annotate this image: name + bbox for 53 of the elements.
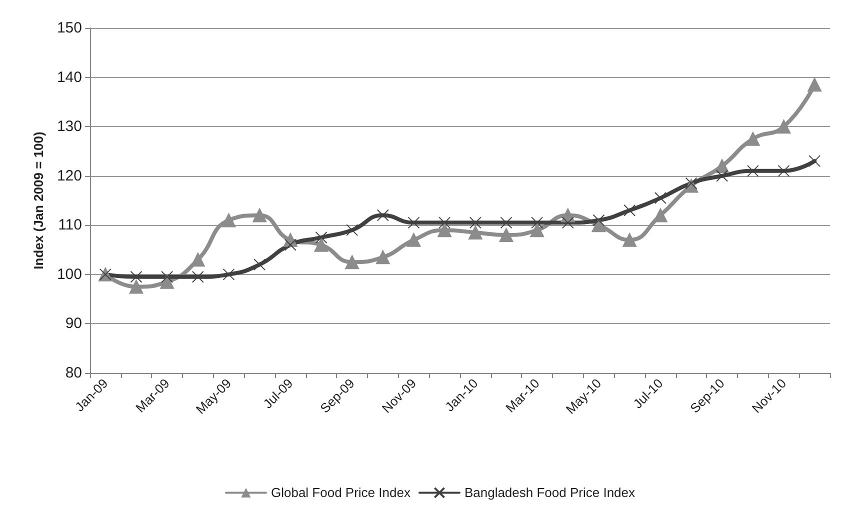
y-tick-label: 110 — [58, 216, 82, 234]
point — [468, 226, 482, 240]
point — [376, 209, 389, 222]
point — [254, 258, 266, 271]
point — [624, 204, 636, 216]
y-tick-label: 80 — [65, 364, 82, 382]
legend-label: Global Food Price Index — [270, 485, 411, 500]
point — [776, 120, 791, 134]
point — [284, 238, 296, 251]
point — [622, 232, 637, 247]
point — [562, 216, 574, 229]
point — [715, 159, 730, 173]
y-tick-label: 120 — [56, 167, 82, 184]
point — [346, 224, 358, 236]
point — [408, 216, 420, 229]
point — [592, 214, 605, 226]
y-tick-label: 140 — [56, 68, 82, 86]
point — [252, 208, 267, 222]
legend-label: Bangladesh Food Price Index — [464, 485, 636, 500]
point — [438, 223, 452, 238]
point — [160, 274, 174, 289]
point — [530, 223, 544, 238]
point — [314, 238, 328, 252]
point — [469, 216, 482, 229]
point — [222, 268, 235, 280]
point — [746, 132, 760, 146]
y-tick-label: 90 — [65, 315, 82, 332]
point — [345, 255, 360, 270]
point — [499, 228, 514, 242]
point — [654, 192, 666, 204]
point — [438, 216, 451, 229]
point — [746, 164, 759, 177]
point — [315, 231, 328, 244]
point — [531, 216, 544, 229]
point — [222, 213, 236, 228]
point — [406, 232, 421, 247]
y-tick-label: 130 — [56, 118, 82, 136]
y-axis-title: Index (Jan 2009 = 100) — [31, 132, 46, 270]
point — [129, 280, 144, 294]
point — [190, 252, 205, 267]
point — [130, 270, 142, 283]
point — [808, 78, 822, 92]
point — [161, 270, 174, 283]
point — [716, 170, 728, 182]
point — [778, 164, 790, 177]
y-tick-label: 100 — [56, 266, 82, 283]
point — [376, 250, 390, 264]
point — [808, 155, 821, 168]
point — [500, 216, 512, 229]
point — [592, 218, 606, 232]
y-tick-label: 150 — [56, 20, 82, 36]
point — [192, 270, 204, 283]
point — [685, 177, 698, 190]
